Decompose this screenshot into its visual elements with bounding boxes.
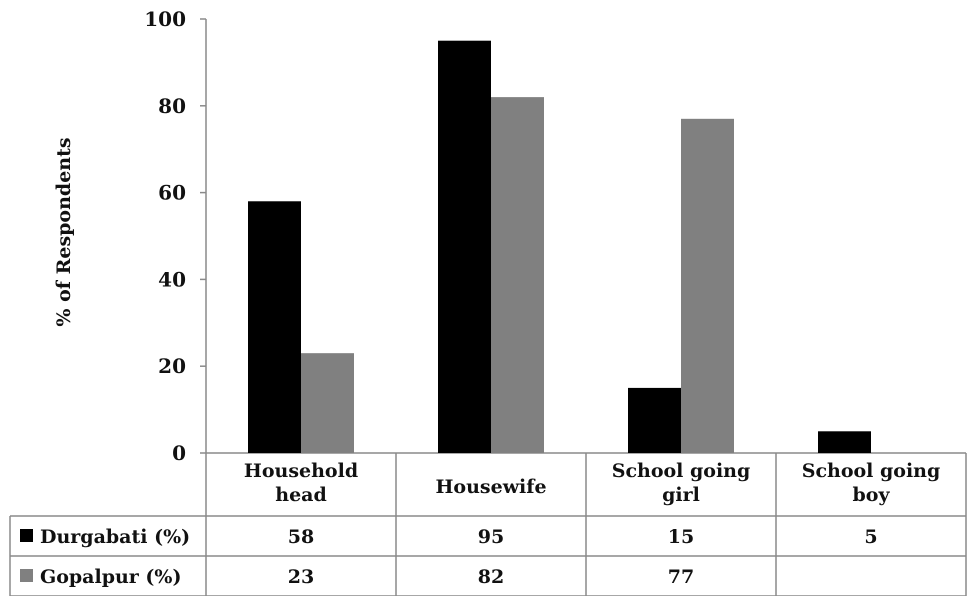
legend-label: Durgabati (%) [40,526,190,548]
y-axis: 0 20 40 60 80 100 [144,7,207,465]
legend-label: Gopalpur (%) [40,566,181,588]
bars [248,40,871,454]
legend-swatch [20,529,33,542]
table-cell-value: 82 [478,566,504,588]
table-cell-value: 95 [478,526,504,548]
bar-series-2 [301,353,354,453]
category-label: Household head [244,460,358,506]
data-table: Durgabati (%) 58 95 15 5 Gopalpur (%) 23 82 77 [20,526,878,588]
bar-series-1 [438,40,491,453]
y-tick-label: 0 [172,441,186,465]
category-label: School going girl [612,460,751,506]
y-tick-label: 80 [158,94,186,118]
category-labels: Household head Housewife School going girl Sc… [244,460,940,506]
category-label: School going boy [802,460,941,506]
y-tick-label: 20 [158,354,186,378]
bar-series-1 [628,387,681,453]
y-axis-title: % of Respondents [53,137,75,326]
table-cell-value: 77 [668,566,694,588]
table-cell-value: 58 [288,526,314,548]
bar-series-1 [248,201,301,453]
table-cell-value: 5 [864,526,877,548]
y-tick-label: 40 [158,267,186,291]
y-tick-label: 100 [144,7,186,31]
table-cell-value: 15 [668,526,694,548]
y-tick-label: 60 [158,181,186,205]
category-label: Housewife [435,476,546,498]
bar-series-2 [491,97,544,454]
legend-swatch [20,569,33,582]
bar-series-2 [681,118,734,453]
table-cell-value: 23 [288,566,314,588]
bar-series-1 [818,431,871,453]
